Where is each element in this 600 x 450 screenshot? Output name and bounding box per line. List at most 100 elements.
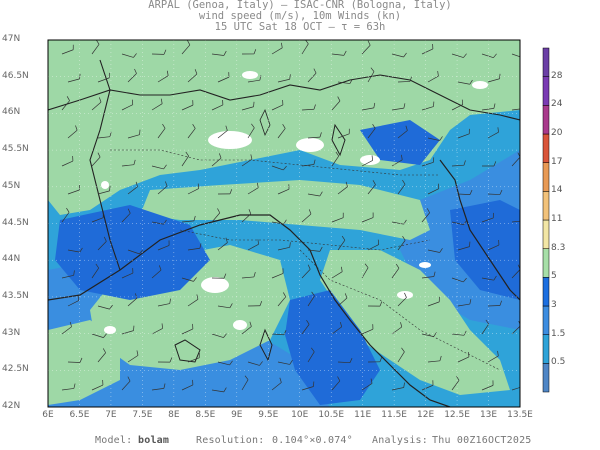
- wind-barb-flag: [133, 53, 137, 58]
- wind-barb: [421, 212, 430, 223]
- colorbar-tick-label: 20: [551, 128, 563, 138]
- colorbar-tick-label: 5: [551, 271, 557, 282]
- wind-barb-flag: [109, 185, 111, 191]
- wind-barb: [151, 221, 164, 225]
- colorbar-tick-label: 0.5: [551, 357, 566, 368]
- wind-barb-flag: [370, 378, 373, 384]
- wind-barb: [301, 386, 314, 391]
- colorbar-tick-label: 8.3: [551, 242, 566, 253]
- wind-barb-flag: [439, 136, 443, 141]
- wind-barb: [211, 53, 224, 56]
- wind-barb-flag: [95, 263, 99, 269]
- wind-barb: [97, 241, 107, 251]
- wind-barb: [427, 249, 440, 253]
- lon-tick-label: 6E: [42, 410, 54, 420]
- wind-barb: [181, 277, 194, 282]
- wind-barb-flag: [402, 235, 406, 241]
- lon-tick-label: 11.5E: [381, 410, 407, 420]
- wind-barb: [187, 298, 199, 307]
- green-alps: [48, 40, 520, 215]
- wind-barb-flag: [463, 53, 467, 58]
- colorbar-tick-label: 24: [551, 99, 563, 110]
- wind-barb-flag: [217, 208, 221, 214]
- wind-barb: [421, 276, 434, 279]
- country-border: [89, 59, 121, 271]
- region-border: [299, 249, 501, 371]
- wind-barb-flag: [493, 103, 496, 109]
- wind-barb: [421, 333, 434, 337]
- colorbar-tick-label: 17: [551, 156, 563, 167]
- wind-barb: [97, 352, 106, 363]
- wind-barb-flag: [223, 387, 227, 393]
- wind-barb-flag: [306, 319, 310, 325]
- wind-barb: [397, 81, 411, 83]
- wind-barb: [511, 156, 520, 167]
- calm-area: [104, 326, 116, 334]
- colorbar-tick-label: 1.5: [551, 328, 566, 339]
- wind-barb: [307, 295, 315, 307]
- wind-barb: [61, 212, 70, 223]
- wind-barb-flag: [379, 357, 383, 362]
- wind-barb: [187, 357, 200, 363]
- wind-barb-flag: [463, 330, 467, 336]
- wind-barb: [451, 221, 464, 226]
- wind-barb-flag: [437, 71, 439, 77]
- wind-barb: [211, 157, 222, 167]
- wind-barb-flag: [77, 295, 80, 301]
- wind-barb: [277, 128, 286, 139]
- wind-barb-flag: [364, 263, 369, 268]
- wind-barb: [61, 160, 74, 167]
- lon-tick-label: 13E: [479, 410, 498, 420]
- wind-barb-flag: [463, 160, 466, 166]
- wind-barb-flag: [433, 332, 437, 337]
- wind-barb: [247, 361, 260, 366]
- wind-barb: [361, 217, 374, 223]
- wind-barb: [127, 355, 139, 363]
- wind-barb-flag: [75, 125, 78, 131]
- wind-barb-flag: [135, 181, 138, 187]
- wind-barb-flag: [73, 383, 76, 389]
- wind-barb-flag: [102, 348, 106, 353]
- wind-barb: [337, 297, 348, 307]
- wind-barb: [97, 136, 110, 139]
- wind-barb: [307, 249, 320, 252]
- wind-barb: [247, 243, 259, 251]
- wind-barb: [61, 49, 74, 55]
- wind-barb-flag: [337, 96, 341, 102]
- wind-barb: [157, 303, 170, 307]
- wind-barb: [61, 100, 70, 111]
- wind-barb-flag: [169, 357, 173, 363]
- wind-barb: [397, 351, 405, 363]
- wind-barb: [211, 104, 224, 111]
- wind-barb: [391, 221, 404, 225]
- wind-barb: [301, 43, 309, 55]
- colorbar-segment: [542, 105, 550, 135]
- wind-barb-flag: [229, 189, 233, 195]
- wind-barb: [127, 73, 137, 83]
- wind-barb-flag: [439, 248, 443, 253]
- wind-barb: [457, 81, 470, 85]
- wind-barb-flag: [127, 376, 131, 382]
- wind-barb-flag: [405, 125, 408, 131]
- wind-barb-flag: [229, 303, 233, 308]
- wind-barb: [391, 159, 403, 167]
- wind-barb-flag: [499, 300, 502, 306]
- wind-barb: [127, 134, 140, 139]
- wind-barb-flag: [469, 299, 472, 305]
- wind-barb: [481, 217, 494, 223]
- wind-barb-flag: [403, 52, 407, 58]
- lat-tick-label: 45.5N: [2, 144, 29, 155]
- wind-barb-flag: [219, 153, 222, 159]
- wind-barb-flag: [343, 50, 347, 56]
- lon-tick-label: 12E: [417, 410, 435, 420]
- wind-barb: [397, 297, 407, 307]
- wind-barb-flag: [163, 49, 167, 55]
- wind-barb: [61, 326, 72, 335]
- wind-barb-flag: [244, 375, 249, 380]
- wind-barb: [91, 217, 104, 223]
- lon-tick-label: 6.5E: [69, 410, 90, 420]
- wind-barb: [487, 131, 499, 139]
- wind-barb-flag: [395, 263, 400, 269]
- wind-barb: [151, 328, 163, 335]
- wind-barb-flag: [283, 330, 287, 335]
